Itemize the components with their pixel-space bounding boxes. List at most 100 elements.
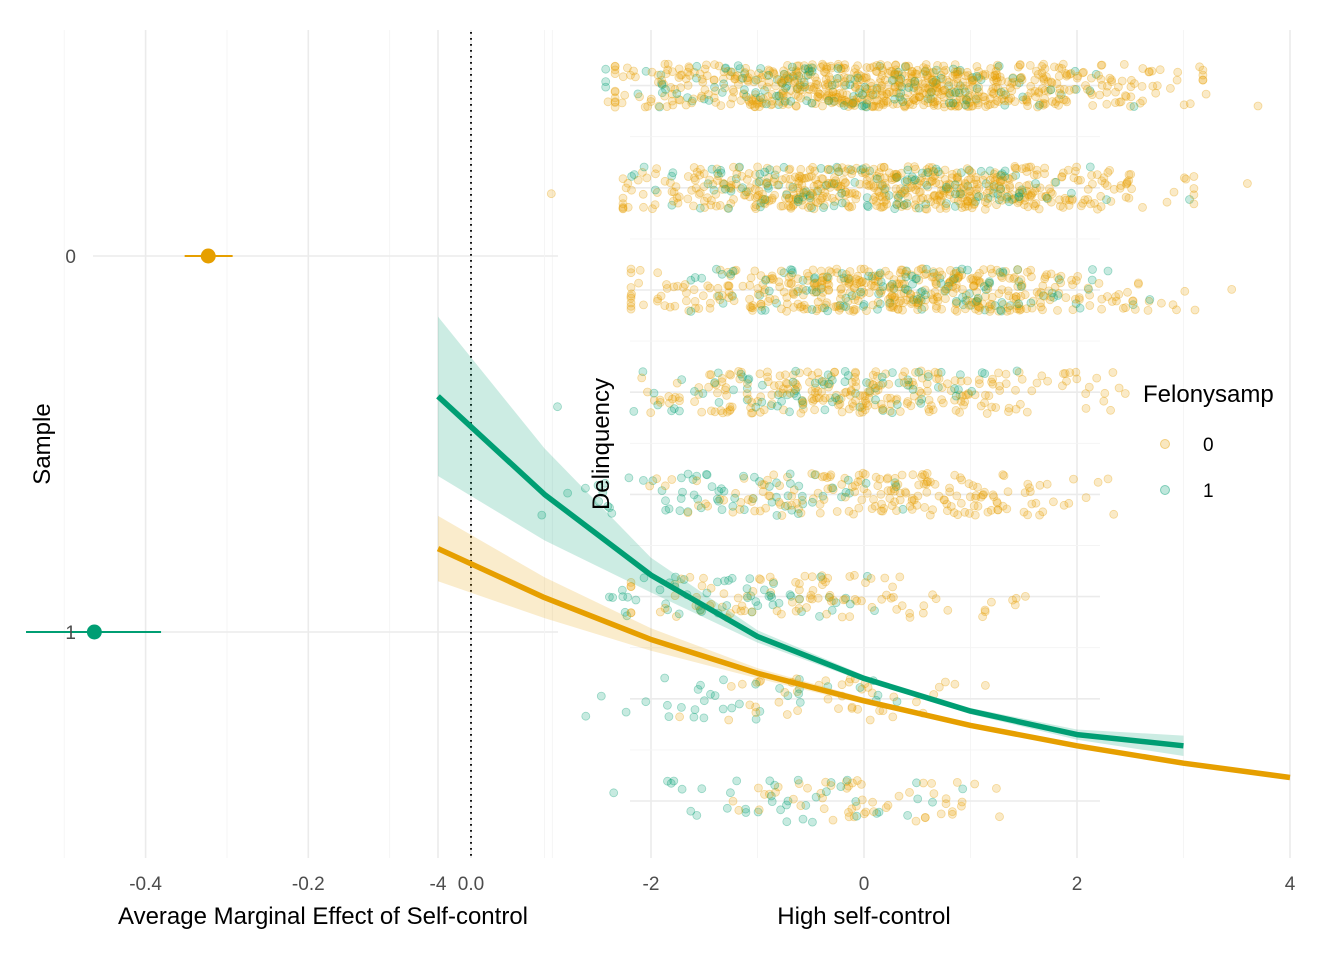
- jitter-point-felonysamp-1: [898, 504, 908, 514]
- jitter-point-felonysamp-0: [717, 377, 727, 387]
- jitter-point-felonysamp-0: [844, 99, 854, 108]
- jitter-point-felonysamp-0: [971, 276, 981, 286]
- jitter-point-felonysamp-1: [829, 96, 839, 106]
- jitter-point-felonysamp-0: [739, 473, 749, 483]
- jitter-point-felonysamp-1: [779, 69, 789, 79]
- jitter-point-felonysamp-1: [797, 491, 807, 501]
- jitter-point-felonysamp-0: [911, 816, 921, 826]
- jitter-point-felonysamp-0: [939, 61, 948, 71]
- jitter-point-felonysamp-0: [894, 75, 904, 85]
- jitter-point-felonysamp-0: [822, 91, 832, 101]
- jitter-point-felonysamp-0: [791, 380, 801, 390]
- jitter-point-felonysamp-1: [798, 499, 808, 509]
- jitter-point-felonysamp-1: [773, 390, 783, 400]
- jitter-point-felonysamp-0: [718, 184, 727, 194]
- jitter-point-felonysamp-1: [742, 584, 752, 593]
- jitter-point-felonysamp-0: [941, 794, 951, 804]
- jitter-point-felonysamp-0: [840, 388, 850, 398]
- jitter-point-felonysamp-0: [840, 60, 850, 70]
- jitter-point-felonysamp-0: [1038, 84, 1047, 93]
- jitter-point-felonysamp-1: [762, 178, 772, 188]
- jitter-point-felonysamp-0: [782, 189, 792, 199]
- jitter-point-felonysamp-0: [864, 93, 873, 103]
- jitter-point-felonysamp-0: [960, 397, 970, 407]
- jitter-point-felonysamp-0: [812, 393, 821, 403]
- jitter-point-felonysamp-0: [848, 399, 857, 408]
- jitter-point-felonysamp-1: [890, 204, 900, 214]
- jitter-point-felonysamp-0: [1168, 300, 1178, 310]
- jitter-point-felonysamp-1: [956, 168, 966, 178]
- jitter-point-felonysamp-0: [1022, 304, 1031, 314]
- jitter-point-felonysamp-0: [1115, 183, 1125, 193]
- jitter-point-felonysamp-1: [721, 63, 730, 73]
- jitter-point-felonysamp-0: [626, 298, 636, 308]
- jitter-point-felonysamp-0: [936, 70, 946, 80]
- jitter-point-felonysamp-1: [890, 69, 900, 79]
- jitter-point-felonysamp-0: [738, 281, 748, 291]
- jitter-point-felonysamp-1: [815, 612, 824, 621]
- jitter-point-felonysamp-0: [917, 472, 926, 482]
- jitter-point-felonysamp-0: [940, 102, 949, 112]
- jitter-point-felonysamp-1: [900, 185, 910, 195]
- jitter-point-felonysamp-0: [990, 71, 1000, 81]
- jitter-point-felonysamp-0: [907, 493, 917, 503]
- jitter-point-felonysamp-0: [762, 163, 772, 173]
- jitter-point-felonysamp-0: [710, 379, 719, 388]
- jitter-point-felonysamp-0: [987, 377, 996, 387]
- jitter-point-felonysamp-1: [713, 368, 723, 378]
- jitter-point-felonysamp-0: [715, 295, 725, 305]
- jitter-point-felonysamp-0: [937, 90, 946, 100]
- jitter-point-felonysamp-0: [881, 803, 891, 812]
- jitter-point-felonysamp-0: [1008, 595, 1017, 605]
- jitter-point-felonysamp-0: [894, 791, 904, 801]
- jitter-point-felonysamp-0: [985, 99, 995, 109]
- jitter-point-felonysamp-0: [1040, 94, 1049, 103]
- jitter-point-felonysamp-0: [823, 278, 832, 288]
- jitter-point-felonysamp-0: [993, 60, 1002, 70]
- jitter-point-felonysamp-0: [818, 793, 827, 803]
- jitter-point-felonysamp-0: [770, 190, 779, 200]
- jitter-point-felonysamp-0: [924, 404, 934, 414]
- jitter-point-felonysamp-1: [802, 96, 811, 106]
- jitter-point-felonysamp-1: [718, 298, 728, 308]
- jitter-point-felonysamp-0: [926, 87, 936, 97]
- jitter-point-felonysamp-0: [930, 68, 939, 78]
- right-x-axis-title: High self-control: [777, 903, 950, 930]
- jitter-point-felonysamp-1: [791, 386, 801, 396]
- jitter-point-felonysamp-0: [753, 75, 762, 84]
- jitter-point-felonysamp-1: [965, 289, 974, 299]
- jitter-point-felonysamp-0: [916, 293, 925, 303]
- jitter-point-felonysamp-0: [1124, 170, 1134, 180]
- jitter-point-felonysamp-1: [962, 95, 972, 105]
- jitter-point-felonysamp-0: [819, 272, 828, 282]
- jitter-point-felonysamp-0: [932, 83, 942, 93]
- jitter-point-felonysamp-0: [1006, 93, 1016, 103]
- jitter-point-felonysamp-0: [767, 99, 777, 109]
- jitter-point-felonysamp-0: [916, 187, 925, 197]
- jitter-point-felonysamp-0: [838, 175, 848, 185]
- jitter-point-felonysamp-0: [1019, 507, 1029, 517]
- jitter-point-felonysamp-0: [720, 83, 730, 93]
- jitter-point-felonysamp-0: [941, 203, 951, 213]
- jitter-point-felonysamp-0: [925, 510, 935, 520]
- jitter-point-felonysamp-0: [906, 401, 916, 411]
- jitter-point-felonysamp-0: [1014, 196, 1024, 206]
- jitter-point-felonysamp-0: [797, 180, 807, 190]
- jitter-point-felonysamp-0: [1123, 287, 1132, 297]
- jitter-point-felonysamp-0: [1065, 69, 1075, 79]
- jitter-point-felonysamp-0: [895, 495, 905, 505]
- jitter-point-felonysamp-0: [883, 80, 893, 90]
- jitter-point-felonysamp-0: [908, 470, 918, 480]
- jitter-point-felonysamp-0: [1122, 178, 1132, 188]
- jitter-point-felonysamp-0: [948, 288, 958, 298]
- jitter-point-felonysamp-0: [963, 175, 973, 185]
- jitter-point-felonysamp-0: [1014, 181, 1024, 191]
- jitter-point-felonysamp-0: [875, 286, 885, 296]
- jitter-point-felonysamp-0: [877, 63, 887, 73]
- jitter-point-felonysamp-0: [1065, 195, 1074, 205]
- jitter-point-felonysamp-0: [928, 405, 938, 415]
- jitter-point-felonysamp-0: [736, 96, 746, 105]
- jitter-point-felonysamp-0: [1043, 376, 1052, 386]
- jitter-point-felonysamp-0: [931, 276, 940, 286]
- jitter-point-felonysamp-0: [768, 273, 777, 283]
